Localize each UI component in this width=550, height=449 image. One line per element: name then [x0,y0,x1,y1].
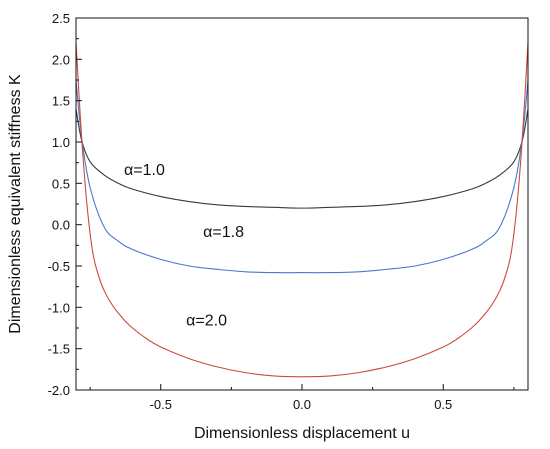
series-annotation: α=1.8 [203,224,244,241]
y-tick-label: -2.0 [48,383,70,398]
y-tick-label: 1.5 [52,94,70,109]
x-tick-label: -0.5 [150,397,172,412]
y-tick-label: 2.0 [52,52,70,67]
y-tick-label: 0.5 [52,176,70,191]
y-tick-label: 2.5 [52,11,70,26]
series-line-1 [75,108,529,209]
y-tick-label: -1.0 [48,300,70,315]
series-annotations: α=1.0 α=1.8 α=2.0 [124,162,244,329]
series-line-2 [75,79,529,274]
series-annotation: α=2.0 [186,313,227,330]
y-tick-label: 1.0 [52,135,70,150]
series-line-3 [75,42,529,378]
y-axis-ticks: -2.0 -1.5 -1.0 -0.5 0.0 0.5 1.0 1.5 2.0 2.5 [48,11,82,398]
series-annotation: α=1.0 [124,162,165,179]
x-axis-ticks: -0.5 0.0 0.5 [89,384,515,412]
plot-curves [75,42,529,378]
plot-frame [75,17,529,391]
y-axis-label: Dimensionless equivalent stiffness K [7,74,24,334]
y-tick-label: 0.0 [52,218,70,233]
x-axis-label: Dimensionless displacement u [194,425,410,442]
x-tick-label: 0.5 [434,397,452,412]
y-tick-label: -1.5 [48,342,70,357]
x-tick-label: 0.0 [293,397,311,412]
y-tick-label: -0.5 [48,259,70,274]
